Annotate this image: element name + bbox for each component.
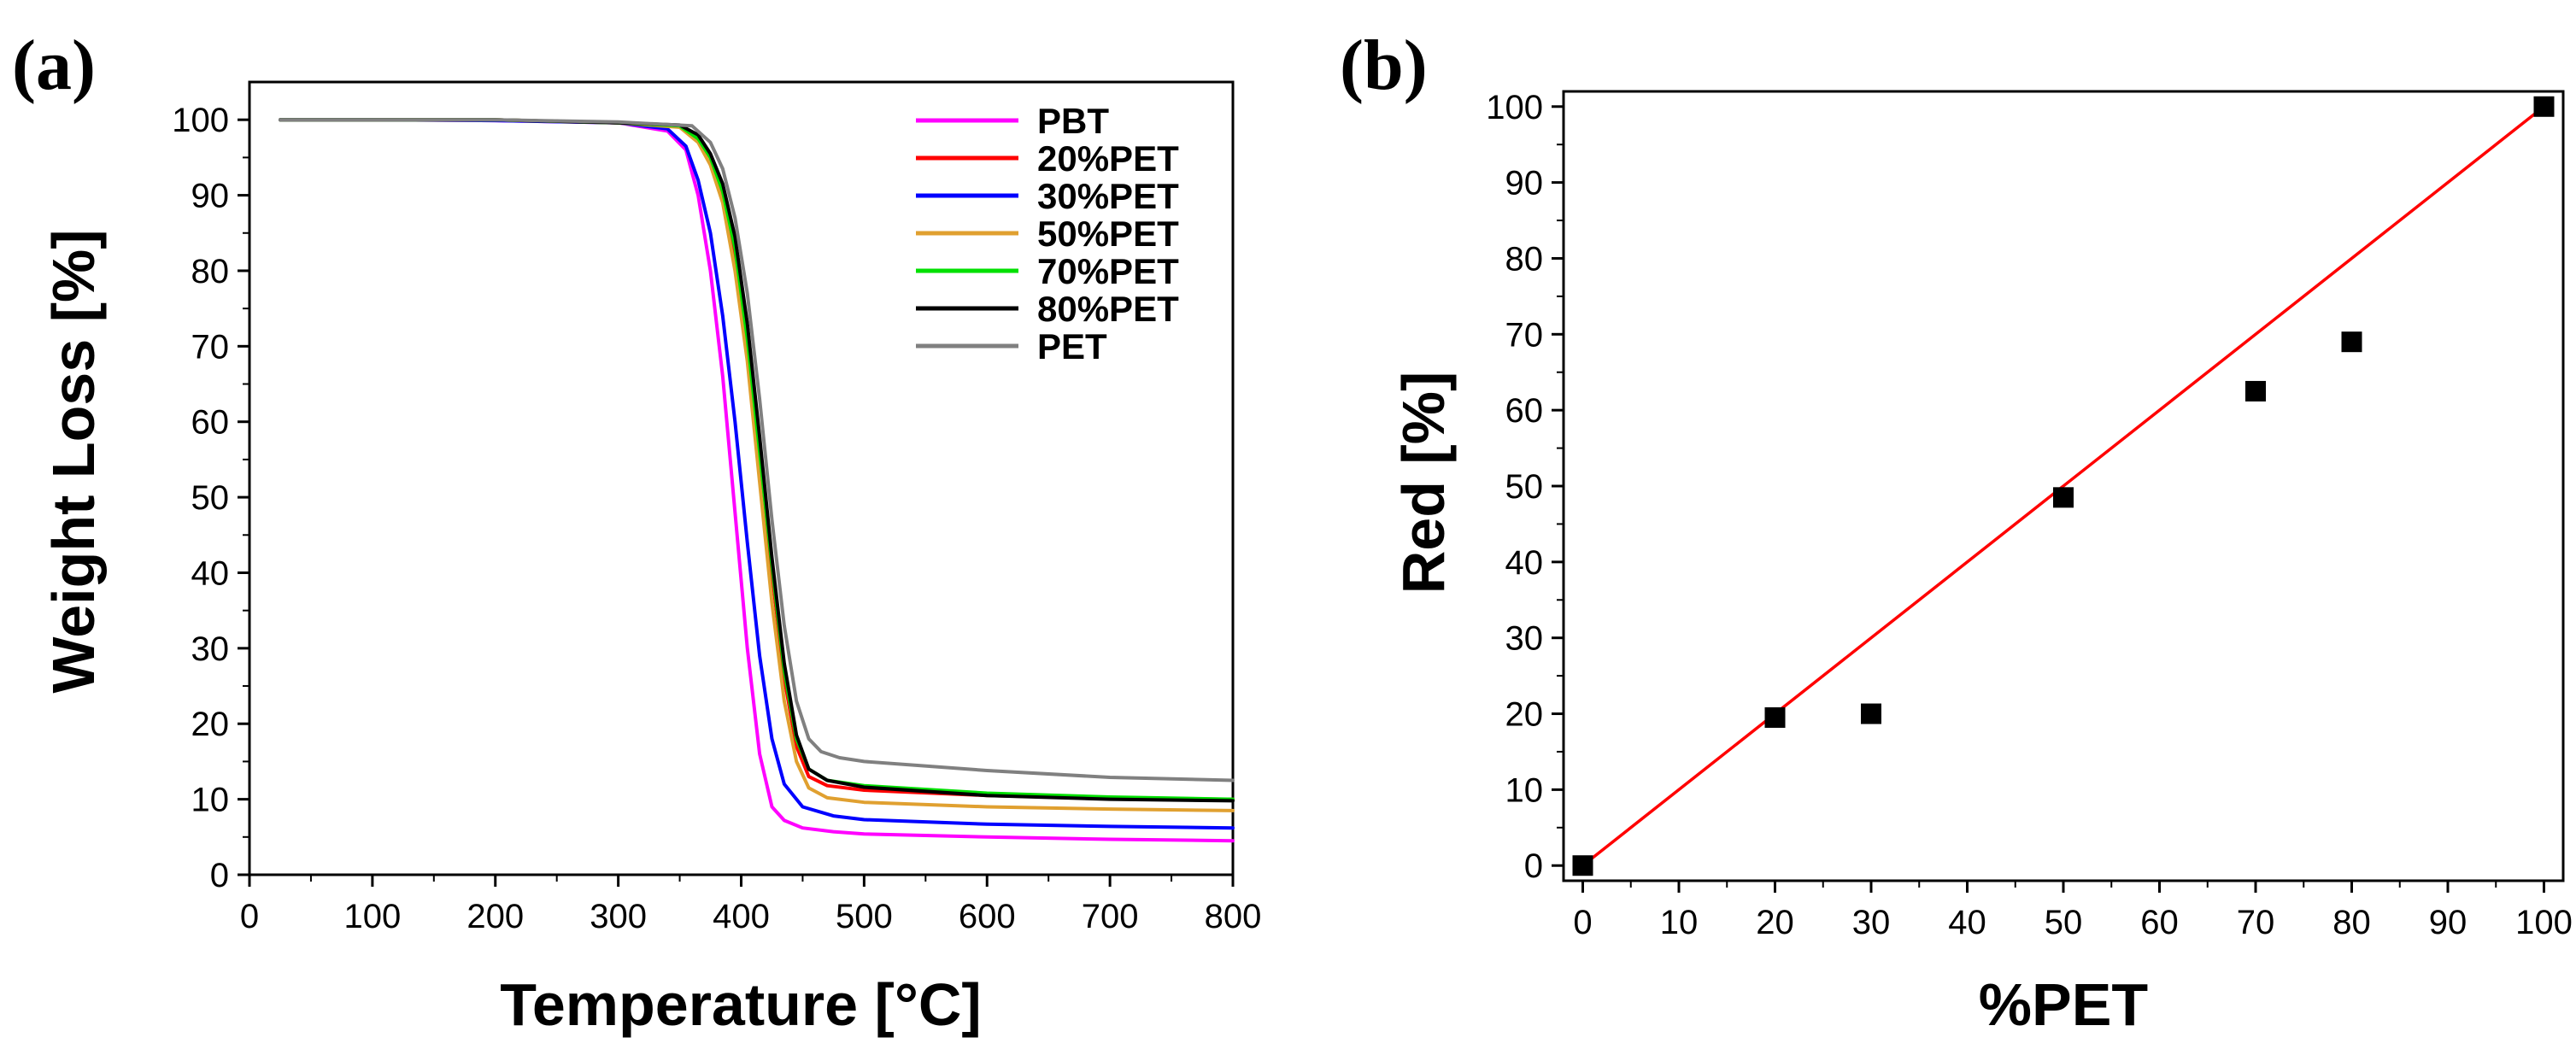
panel-a-y-tick-label: 90 [191, 178, 230, 215]
panel-a-x-tick-label: 700 [1082, 898, 1139, 935]
panel-b-x-tick-label: 0 [1573, 904, 1592, 941]
panel-b-plot-area [1562, 90, 2565, 882]
panel-b-x-tick-label: 90 [2429, 904, 2467, 941]
panel-a-x-tick-label: 600 [959, 898, 1016, 935]
panel-b-x-ticks: 0 10 20 30 40 50 60 70 80 90 100 [1573, 881, 2573, 941]
legend-label-80pct-pet: 80%PET [1037, 289, 1179, 329]
data-point [1764, 706, 1786, 728]
legend-label-20pct-pet: 20%PET [1037, 138, 1179, 179]
fit-line [1581, 105, 2545, 867]
panel-b-x-tick-label: 60 [2140, 904, 2179, 941]
panel-b-x-axis-title: %PET [1979, 971, 2148, 1038]
panel-a-y-tick-label: 20 [191, 706, 230, 743]
panel-b-y-tick-label: 10 [1505, 771, 1544, 809]
panel-a-x-ticks: 0 100 200 300 400 500 600 700 800 [240, 875, 1262, 935]
panel-a-y-tick-label: 60 [191, 404, 230, 442]
legend-label-30pct-pet: 30%PET [1037, 176, 1179, 216]
panel-b-scatter-chart: (b) 0 10 20 30 40 50 60 70 80 90 100 0 10 20 30 40 50 60… [1340, 26, 2573, 1038]
panel-a-label: (a) [12, 26, 96, 105]
panel-a-x-axis-title: Temperature [°C] [500, 971, 981, 1038]
panel-a-x-tick-label: 800 [1205, 898, 1262, 935]
data-point [1861, 703, 1881, 724]
data-point [2341, 331, 2362, 353]
panel-b-x-tick-label: 20 [1756, 904, 1794, 941]
panel-b-x-tick-label: 50 [2045, 904, 2083, 941]
panel-b-y-tick-label: 20 [1505, 696, 1544, 734]
panel-b-y-ticks: 0 10 20 30 40 50 60 70 80 90 100 [1486, 89, 1564, 885]
panel-a-x-tick-label: 0 [240, 898, 259, 935]
data-point [2245, 380, 2266, 401]
panel-a-x-tick-label: 100 [344, 898, 402, 935]
panel-b-y-axis-title: Red [%] [1390, 372, 1457, 595]
panel-b-y-tick-label: 0 [1524, 847, 1543, 885]
series-line-pet [279, 118, 1235, 782]
panel-b-y-tick-label: 50 [1505, 468, 1544, 506]
panel-b-x-tick-label: 10 [1660, 904, 1699, 941]
panel-b-y-tick-label: 60 [1505, 392, 1544, 430]
panel-a-y-tick-label: 30 [191, 630, 230, 668]
legend-label-pbt: PBT [1037, 101, 1109, 141]
panel-a-x-tick-label: 300 [590, 898, 647, 935]
panel-b-y-tick-label: 30 [1505, 620, 1544, 658]
data-point [1572, 855, 1593, 876]
panel-a-y-tick-label: 10 [191, 782, 230, 819]
panel-b-x-tick-label: 30 [1852, 904, 1891, 941]
panel-a-y-tick-label: 40 [191, 554, 230, 592]
data-point [2053, 487, 2074, 508]
panel-a-y-tick-label: 50 [191, 479, 230, 517]
legend-label-pet: PET [1037, 326, 1107, 366]
panel-a-y-tick-label: 0 [210, 857, 229, 894]
panel-a-tga-chart: (a) 0 100 200 300 400 500 600 700 800 0 10 20 30 40 5… [12, 26, 1261, 1038]
panel-b-x-tick-label: 70 [2237, 904, 2275, 941]
panel-a-y-tick-label: 80 [191, 253, 230, 290]
panel-a-y-axis-title: Weight Loss [%] [40, 229, 107, 693]
panel-a-x-tick-label: 500 [836, 898, 893, 935]
panel-b-y-tick-label: 80 [1505, 240, 1544, 278]
panel-b-x-tick-label: 40 [1948, 904, 1986, 941]
legend-label-50pct-pet: 50%PET [1037, 214, 1179, 254]
panel-a-x-tick-label: 200 [466, 898, 524, 935]
panel-b-y-tick-label: 40 [1505, 544, 1544, 582]
panel-a-y-ticks: 0 10 20 30 40 50 60 70 80 90 100 [172, 102, 249, 894]
panel-b-x-tick-label: 100 [2515, 904, 2573, 941]
data-point [2533, 96, 2555, 117]
panel-b-y-tick-label: 90 [1505, 165, 1544, 202]
panel-a-y-tick-label: 70 [191, 328, 230, 366]
panel-b-label: (b) [1340, 26, 1428, 105]
panel-b-x-tick-label: 80 [2332, 904, 2371, 941]
panel-b-y-tick-label: 100 [1486, 89, 1543, 126]
legend-label-70pct-pet: 70%PET [1037, 251, 1179, 291]
panel-a-y-tick-label: 100 [172, 102, 229, 139]
panel-b-y-tick-label: 70 [1505, 316, 1544, 354]
panel-a-x-tick-label: 400 [713, 898, 770, 935]
